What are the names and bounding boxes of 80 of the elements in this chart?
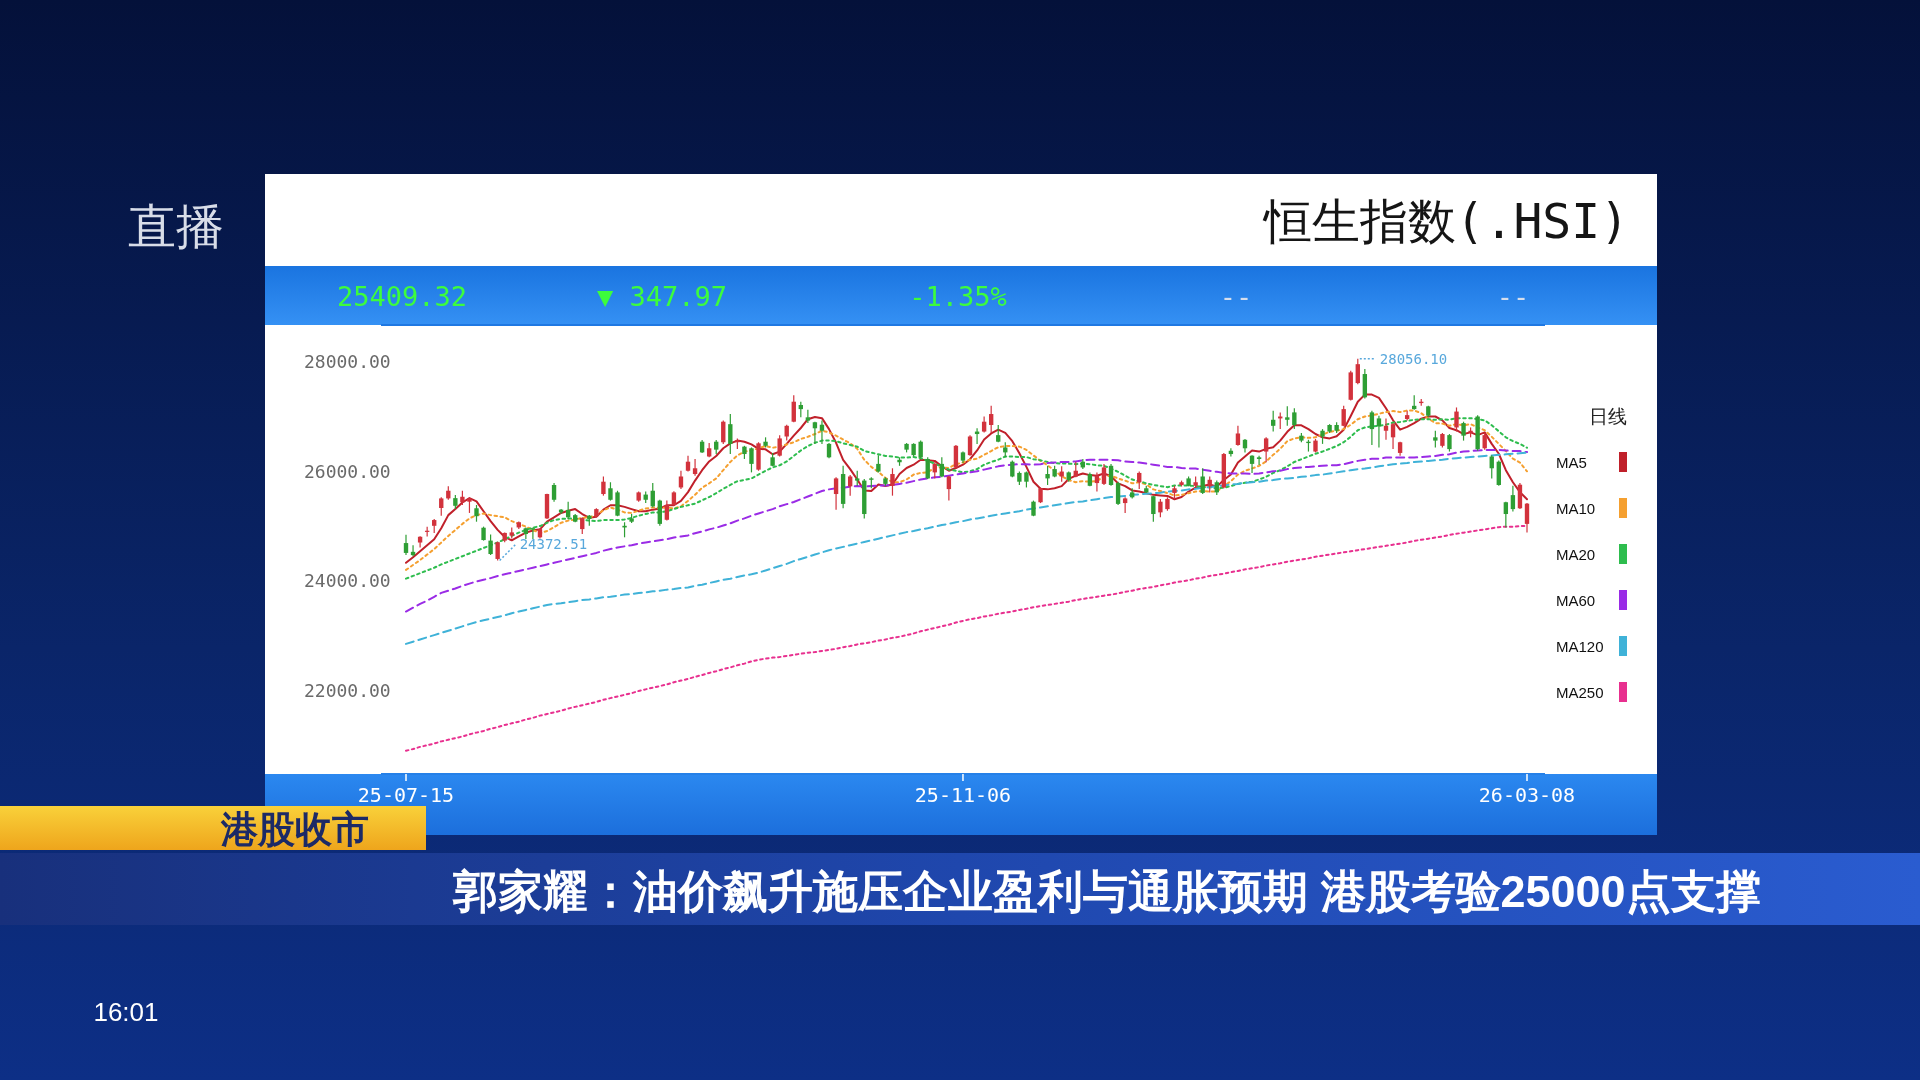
candlestick [1292,407,1297,430]
candlestick [728,413,733,455]
candlestick [1200,467,1205,495]
candlestick [749,446,754,473]
legend-label: MA10 [1556,499,1596,517]
candlestick [1510,485,1516,513]
candlestick [1271,410,1276,433]
candlestick [1461,421,1466,442]
candlestick [664,500,670,522]
candlestick [1108,463,1114,487]
candlestick [946,475,952,502]
text: -- [1219,280,1253,312]
candlestick [1235,425,1241,447]
candlestick [1496,460,1501,487]
text: -- [1496,280,1530,312]
candlestick [1263,436,1269,463]
candlestick [1376,415,1382,449]
annotation: 28056.10 [1379,350,1448,367]
candlestick [833,476,839,511]
text: 港股收市 [220,808,369,850]
candlestick [805,409,811,424]
legend-label: MA60 [1556,591,1596,609]
candlestick [1390,422,1396,450]
candlestick [967,434,973,457]
candlestick [1115,481,1121,506]
candlestick [1151,495,1156,523]
candlestick [1404,410,1410,422]
candlestick [1524,502,1530,533]
candlestick [551,482,557,503]
legend-label: MA5 [1556,453,1587,471]
candlestick [530,526,536,540]
candlestick [1355,358,1360,385]
annotation: 24372.51 [519,536,588,553]
candlestick [847,474,853,497]
legend-label: MA120 [1556,637,1604,655]
candlestick [988,405,994,434]
candlestick [1285,405,1290,427]
line-series [405,525,1528,752]
candlestick [608,481,613,502]
text: 郭家耀：油价飙升施压企业盈利与通胀预期 港股考验25000点支撑 [452,865,1761,917]
legend-title: 日线 [1589,405,1627,427]
text: 直播 [128,199,224,253]
x-tick-label: 25-07-15 [357,783,455,807]
legend-label: MA20 [1556,545,1596,563]
candlestick [1503,501,1509,529]
candlestick [1454,406,1459,433]
candlestick [615,490,620,517]
y-tick-label: 28000.00 [304,351,391,373]
candlestick [1045,465,1050,486]
y-tick-label: 24000.00 [304,570,391,592]
candlestick [791,394,796,423]
candlestick [1362,368,1368,400]
candlestick [601,475,606,497]
candlestick [439,496,444,517]
candlestick [1489,454,1494,480]
text: ▼ 347.97 [596,280,728,312]
y-tick-label: 26000.00 [304,460,391,482]
x-tick-label: 25-11-06 [914,783,1012,807]
candlestick [1122,496,1128,514]
line-series [405,448,1528,613]
candlestick [1383,417,1389,441]
x-tick-label: 26-03-08 [1478,783,1576,807]
text: -1.35% [909,280,1007,312]
legend-label: MA250 [1556,683,1604,701]
candlestick [890,467,895,497]
candlestick [692,458,698,477]
candlestick [1101,463,1107,486]
candlestick [488,533,493,556]
candlestick [1256,455,1262,466]
line-series [405,451,1528,645]
text: 16:01 [93,997,159,1027]
candlestick [1369,410,1375,446]
y-tick-label: 22000.00 [304,679,391,701]
candlestick [657,499,662,527]
candlestick [678,470,684,490]
chart-title: 恒生指数(.HSI) [1261,193,1629,249]
candlestick [1158,498,1163,518]
text: 25409.32 [336,280,468,312]
candlestick [403,534,409,556]
candlestick [819,420,825,445]
